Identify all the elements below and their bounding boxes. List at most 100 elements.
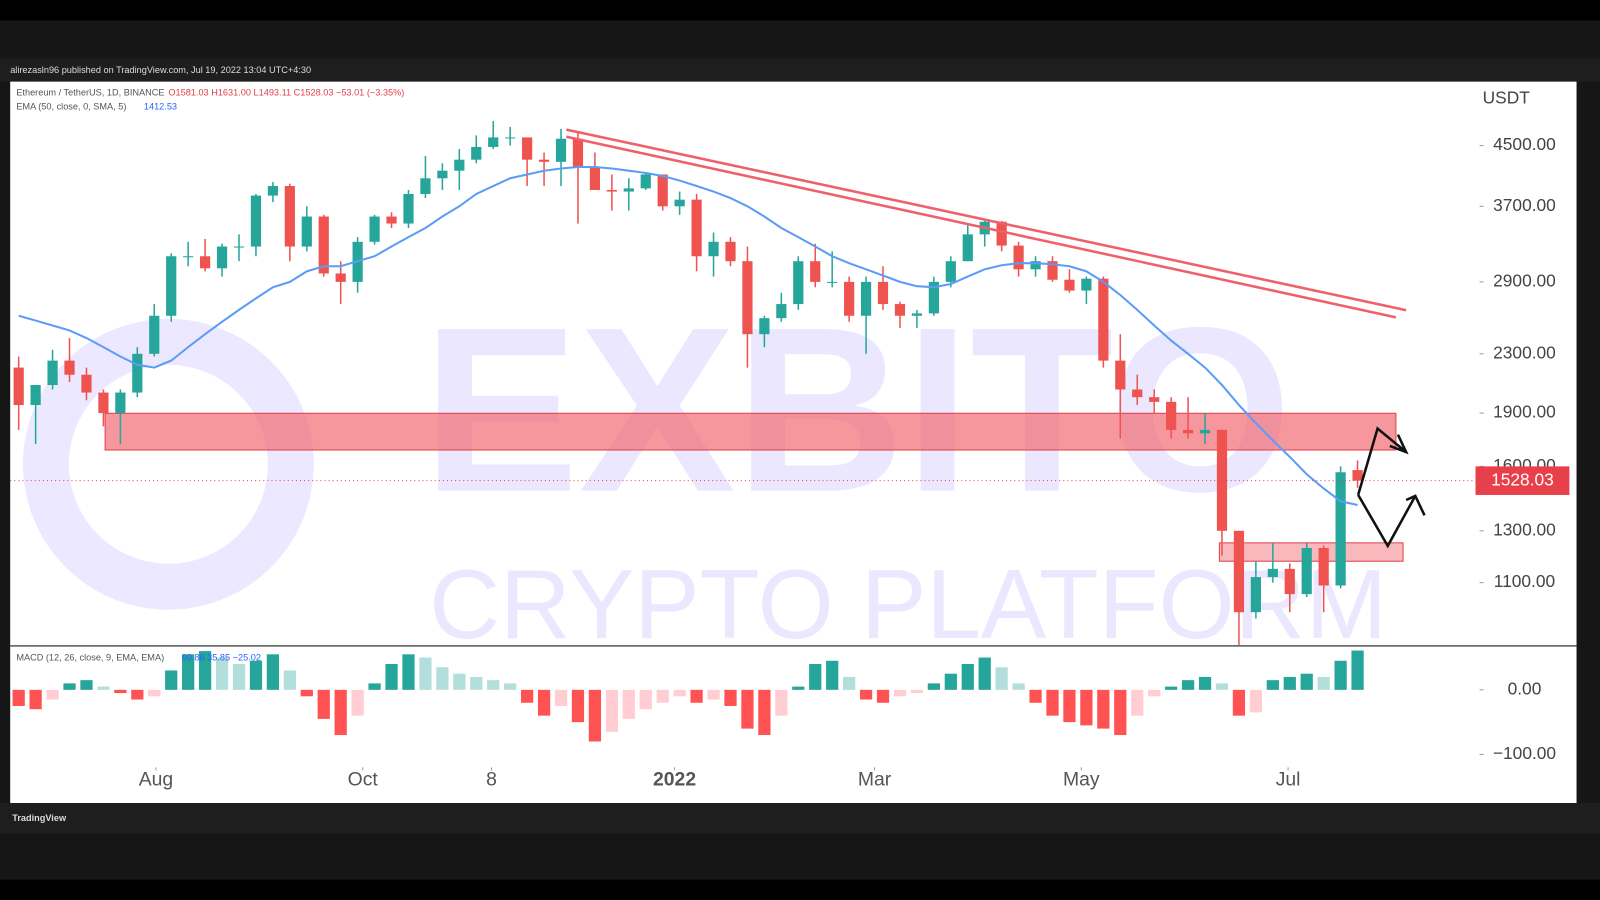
ema-line <box>18 165 1358 507</box>
candle-body <box>572 138 584 167</box>
candle-body <box>115 392 126 414</box>
y-tick-label: 2300.00 <box>1493 342 1556 362</box>
macd-bar <box>1232 689 1246 716</box>
macd-bar <box>1148 689 1161 697</box>
candle-body <box>1182 429 1194 434</box>
symbol: Ethereum / TetherUS, 1D, BINANCE <box>16 87 164 97</box>
macd-bar <box>266 654 280 690</box>
footer: TradingView <box>12 813 67 823</box>
candle-body <box>1047 261 1058 280</box>
macd-bar <box>453 673 466 690</box>
y-tick-label: 1300.00 <box>1493 519 1556 539</box>
candle-body <box>708 241 719 257</box>
macd-name: MACD (12, 26, close, 9, EMA, EMA) <box>16 653 164 663</box>
candle-body <box>284 186 295 247</box>
candle-body <box>623 188 634 192</box>
macd-bar <box>351 689 364 716</box>
macd-bar <box>470 676 483 690</box>
x-tick-label: May <box>1063 769 1100 791</box>
macd-bar <box>859 689 873 700</box>
macd-bar <box>232 664 246 690</box>
candle-body <box>928 281 939 314</box>
macd-bar <box>809 664 822 690</box>
candle-body <box>742 261 753 335</box>
macd-bar <box>1131 689 1144 716</box>
macd-bar <box>537 689 551 716</box>
candle-body <box>1301 547 1312 595</box>
watermark-subtitle: CRYPTO PLATFORM <box>429 549 1387 659</box>
y-tick-label: 2900.00 <box>1493 270 1556 290</box>
currency: USDT <box>1483 88 1531 108</box>
macd-bar <box>893 689 907 697</box>
candle-body <box>335 273 346 282</box>
macd-bar <box>80 680 93 690</box>
macd-bar <box>724 689 737 706</box>
candle-body <box>522 137 533 160</box>
macd-bar <box>1080 689 1093 726</box>
macd-bar <box>588 689 602 742</box>
macd-bar <box>182 654 195 690</box>
macd-bar <box>758 689 771 736</box>
macd-bar <box>215 657 229 690</box>
macd-bar <box>300 689 313 697</box>
macd-bar <box>571 689 585 723</box>
candle-body <box>793 261 804 305</box>
candle-body <box>1166 401 1177 430</box>
watermark-logo <box>22 318 314 610</box>
candle-body <box>810 261 821 282</box>
candle-body <box>962 234 973 262</box>
candle-body <box>200 256 211 269</box>
y-tick-label: 1100.00 <box>1494 571 1555 591</box>
macd-bar <box>63 683 76 690</box>
watermark-title: EXBITO <box>422 279 1291 541</box>
candle-body <box>437 170 448 179</box>
macd-bar <box>12 689 25 706</box>
macd-bar <box>843 676 856 690</box>
x-tick-label: 2022 <box>653 769 696 791</box>
plot: 0.00 −100.00 4500.00 3700.00 2900.00 2300.00 1… <box>10 121 1570 791</box>
x-tick-label: Mar <box>858 769 892 791</box>
macd-bar <box>46 689 59 700</box>
candle-body <box>1115 360 1126 390</box>
macd-bar <box>29 689 42 710</box>
publisher: alirezasln96 published on TradingView.co… <box>10 65 311 75</box>
macd-bar <box>436 667 449 690</box>
candle-body <box>877 281 889 305</box>
resistance-zone <box>104 412 1397 451</box>
candle-body <box>30 384 41 406</box>
candle-body <box>1081 278 1092 291</box>
ema-value: 1412.53 <box>144 102 177 112</box>
watermark: EXBITO CRYPTO PLATFORM <box>22 279 1387 659</box>
macd-bar <box>1012 683 1025 690</box>
candle-body <box>505 137 516 139</box>
macd-bar <box>1266 680 1279 690</box>
candle-body <box>674 199 685 207</box>
macd-bar <box>1063 689 1076 723</box>
candle-body <box>1352 470 1363 481</box>
arrow-down-path <box>1357 494 1417 549</box>
candle-body <box>420 178 431 194</box>
candle-body <box>1199 429 1211 434</box>
candle-body <box>1030 261 1041 270</box>
macd-bar <box>1249 689 1263 713</box>
trendline <box>566 135 1397 319</box>
candle-body <box>776 304 787 319</box>
candle-body <box>1216 429 1228 531</box>
macd-bar <box>741 689 754 729</box>
macd-bar <box>605 689 618 732</box>
candle-body <box>1013 245 1024 270</box>
macd-bar <box>995 667 1008 690</box>
macd-bar <box>1029 689 1042 703</box>
macd-bar <box>1046 689 1059 716</box>
macd-bar <box>1300 673 1313 690</box>
candle-body <box>488 137 499 147</box>
candle-body <box>13 367 24 406</box>
candle-body <box>555 138 567 162</box>
candle-body <box>860 281 872 316</box>
candle-body <box>1064 279 1075 291</box>
macd-bar <box>656 689 669 703</box>
macd-bar <box>639 689 652 710</box>
candle-body <box>166 256 177 316</box>
candle-body <box>606 189 617 192</box>
